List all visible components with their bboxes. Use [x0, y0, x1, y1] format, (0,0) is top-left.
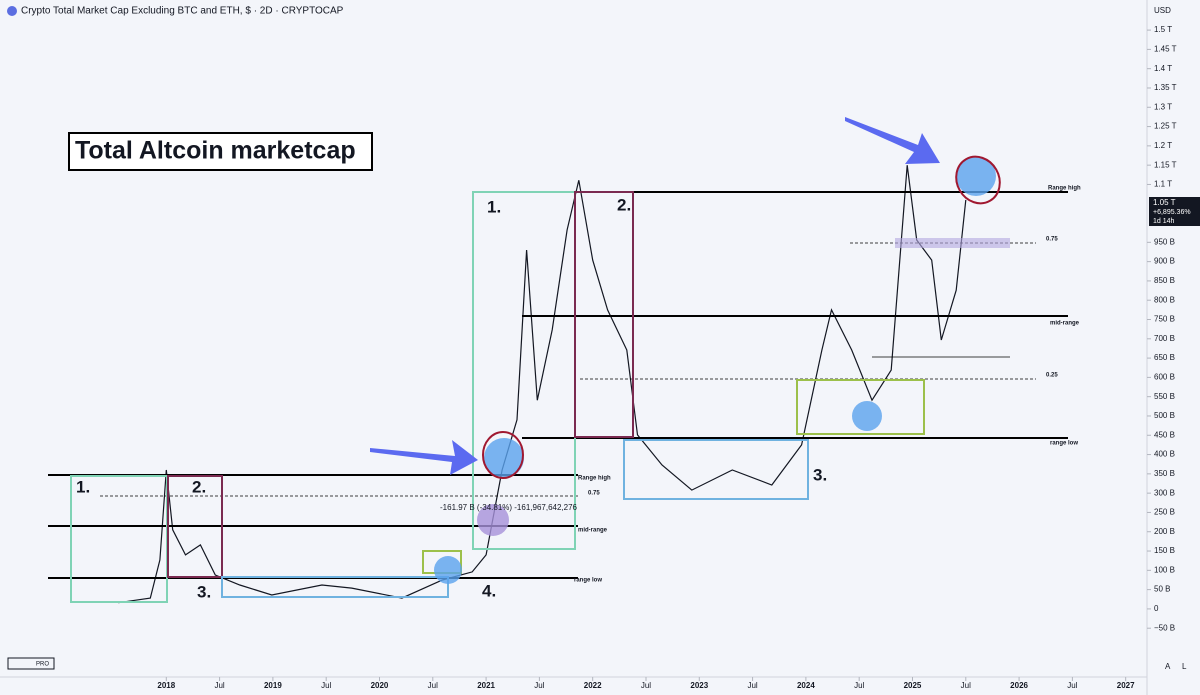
marker-circle: [484, 438, 524, 478]
x-tick-label: Jul: [961, 681, 971, 690]
phase-box: [574, 191, 634, 438]
y-tick-label: 550 B: [1154, 392, 1175, 401]
phase-label: 2.: [192, 477, 206, 496]
price-change: +6,895.36%: [1153, 209, 1191, 216]
level-label: Range high: [1048, 186, 1081, 192]
y-tick-label: 400 B: [1154, 450, 1175, 459]
symbol-icon: [7, 6, 17, 16]
y-tick-label: 0: [1154, 604, 1159, 613]
y-tick-label: 200 B: [1154, 527, 1175, 536]
x-tick-label: 2025: [904, 681, 922, 690]
y-tick-label: 1.25 T: [1154, 122, 1177, 131]
phase-label: 3.: [813, 465, 827, 484]
phase-box: [796, 379, 925, 435]
x-tick-label: Jul: [534, 681, 544, 690]
y-tick-label: 250 B: [1154, 508, 1175, 517]
phase-box: [623, 439, 809, 500]
y-tick-label: 1.1 T: [1154, 180, 1172, 189]
y-tick-label: 1.2 T: [1154, 141, 1172, 150]
marker-circle: [956, 156, 996, 196]
phase-label: 1.: [487, 197, 501, 216]
title-box: [68, 132, 373, 171]
x-tick-label: Jul: [428, 681, 438, 690]
level-label: 0.75: [588, 491, 600, 497]
y-tick-label: 100 B: [1154, 565, 1175, 574]
level-label: range low: [574, 578, 602, 584]
y-tick-label: 950 B: [1154, 237, 1175, 246]
level-label: mid-range: [578, 528, 608, 534]
x-tick-label: 2019: [264, 681, 282, 690]
y-tick-label: 850 B: [1154, 276, 1175, 285]
price-label-box: [1149, 197, 1200, 226]
x-tick-label: 2022: [584, 681, 602, 690]
chart-title: Total Altcoin marketcap: [75, 137, 356, 165]
phase-label: 4.: [482, 581, 496, 600]
arrow: [370, 440, 478, 475]
log-button[interactable]: L: [1182, 662, 1187, 671]
level-label: range low: [1050, 441, 1078, 447]
y-tick-label: 1.35 T: [1154, 83, 1177, 92]
ellipse: [955, 155, 1001, 205]
y-tick-label: 1.45 T: [1154, 45, 1177, 54]
x-tick-label: Jul: [214, 681, 224, 690]
logo: [7, 657, 55, 670]
price-label: 1.05 T: [1153, 198, 1176, 207]
y-tick-label: 1.3 T: [1154, 102, 1172, 111]
y-tick-label: 800 B: [1154, 295, 1175, 304]
y-tick-label: 50 B: [1154, 585, 1170, 594]
y-tick-label: 1.4 T: [1154, 64, 1172, 73]
price-line: [118, 165, 967, 604]
drawings: [48, 117, 1200, 603]
y-tick-label: 300 B: [1154, 488, 1175, 497]
bar-countdown: 1d 14h: [1153, 218, 1175, 225]
x-tick-label: 2026: [1010, 681, 1028, 690]
level-label: mid-range: [1050, 321, 1080, 327]
phase-label: 2.: [617, 195, 631, 214]
phase-label: 1.: [76, 477, 90, 496]
y-tick-label: 1.15 T: [1154, 160, 1177, 169]
y-tick-label: 450 B: [1154, 430, 1175, 439]
arrow: [845, 117, 940, 164]
phase-box: [221, 576, 449, 598]
y-tick-label: −50 B: [1154, 623, 1175, 632]
level-label: 0.75: [1046, 237, 1058, 243]
y-tick-label: 150 B: [1154, 546, 1175, 555]
x-tick-label: 2023: [690, 681, 708, 690]
auto-button[interactable]: A: [1165, 662, 1171, 671]
y-tick-label: 500 B: [1154, 411, 1175, 420]
x-tick-label: 2018: [157, 681, 175, 690]
x-tick-label: Jul: [321, 681, 331, 690]
measure-label: -161.97 B (-34.81%) -161,967,642,276: [440, 503, 578, 512]
y-tick-label: 600 B: [1154, 372, 1175, 381]
currency[interactable]: USD: [1154, 6, 1171, 15]
ellipse: [482, 431, 524, 479]
x-tick-label: 2027: [1117, 681, 1135, 690]
x-tick-label: Jul: [747, 681, 757, 690]
y-tick-label: 350 B: [1154, 469, 1175, 478]
symbol-title: Crypto Total Market Cap Excluding BTC an…: [21, 6, 344, 17]
y-tick-label: 900 B: [1154, 257, 1175, 266]
logo-text: PRO: [36, 662, 49, 668]
x-tick-label: Jul: [641, 681, 651, 690]
marker-circle: [477, 504, 509, 536]
marker-circle: [434, 556, 462, 584]
phase-label: 3.: [197, 582, 211, 601]
x-tick-label: 2020: [371, 681, 389, 690]
phase-box: [167, 475, 223, 578]
x-tick-label: 2021: [477, 681, 495, 690]
y-tick-label: 650 B: [1154, 353, 1175, 362]
x-tick-label: Jul: [1067, 681, 1077, 690]
level-label: 0.25: [1046, 373, 1058, 379]
y-tick-label: 700 B: [1154, 334, 1175, 343]
highlight: [895, 238, 1010, 248]
marker-circle: [852, 401, 882, 431]
level-label: Range high: [578, 476, 611, 482]
x-tick-label: 2024: [797, 681, 815, 690]
y-tick-label: 750 B: [1154, 315, 1175, 324]
x-tick-label: Jul: [854, 681, 864, 690]
y-tick-label: 1.5 T: [1154, 25, 1172, 34]
